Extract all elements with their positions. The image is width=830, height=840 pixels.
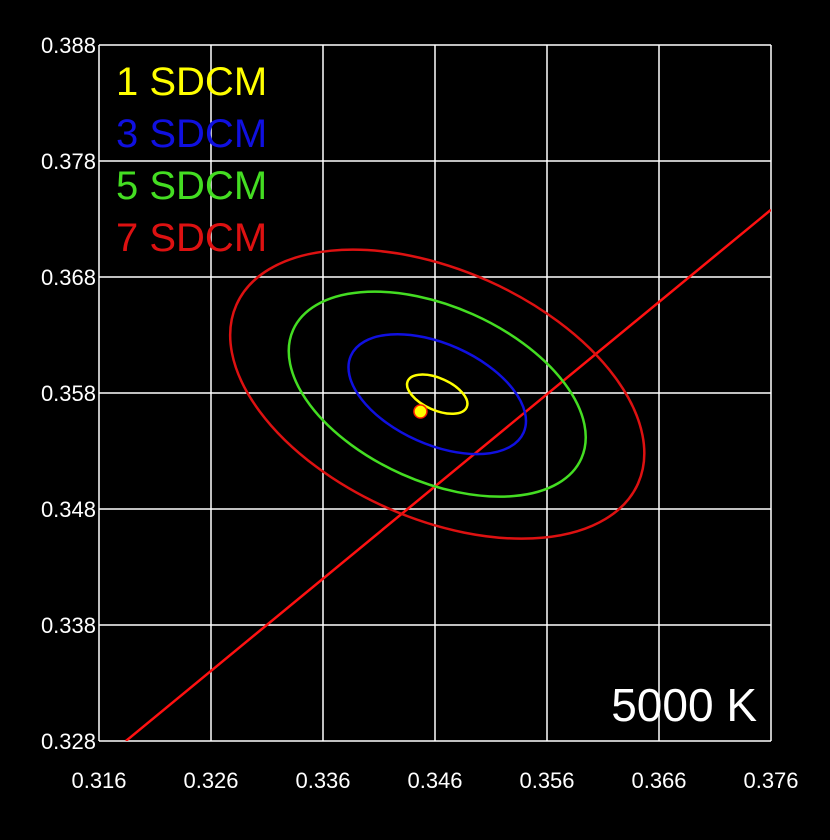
reference-point xyxy=(413,404,428,419)
grid xyxy=(98,44,772,742)
y-tick-label: 0.348 xyxy=(41,497,96,522)
planckian-locus-line xyxy=(125,208,771,741)
y-tick-label: 0.338 xyxy=(41,613,96,638)
x-tick-label: 0.356 xyxy=(519,768,574,793)
legend-entry-5-sdcm: 5 SDCM xyxy=(116,164,267,208)
y-tick-label: 0.388 xyxy=(41,33,96,58)
x-tick-label: 0.326 xyxy=(183,768,238,793)
x-tick-label: 0.366 xyxy=(631,768,686,793)
x-tick-label: 0.316 xyxy=(71,768,126,793)
y-tick-label: 0.368 xyxy=(41,265,96,290)
x-tick-label: 0.346 xyxy=(407,768,462,793)
y-tick-label: 0.358 xyxy=(41,381,96,406)
tick-labels: 0.316 0.326 0.336 0.346 0.356 0.366 0.376 0.328… xyxy=(41,33,799,793)
legend-entry-1-sdcm: 1 SDCM xyxy=(116,60,267,104)
sdcm-ellipse-5 xyxy=(287,290,587,498)
y-tick-label: 0.328 xyxy=(41,729,96,754)
sdcm-ellipse-3 xyxy=(347,332,528,456)
legend-entry-7-sdcm: 7 SDCM xyxy=(116,216,267,260)
legend-entry-3-sdcm: 3 SDCM xyxy=(116,112,267,156)
x-tick-label: 0.336 xyxy=(295,768,350,793)
plot-area xyxy=(125,208,771,741)
sdcm-ellipse-1 xyxy=(405,373,469,416)
x-tick-label: 0.376 xyxy=(743,768,798,793)
y-tick-label: 0.378 xyxy=(41,149,96,174)
sdcm-ellipse-7 xyxy=(228,248,646,540)
legend: 1 SDCM 3 SDCM 5 SDCM 7 SDCM xyxy=(116,60,267,260)
cct-annotation: 5000 K xyxy=(611,679,757,731)
